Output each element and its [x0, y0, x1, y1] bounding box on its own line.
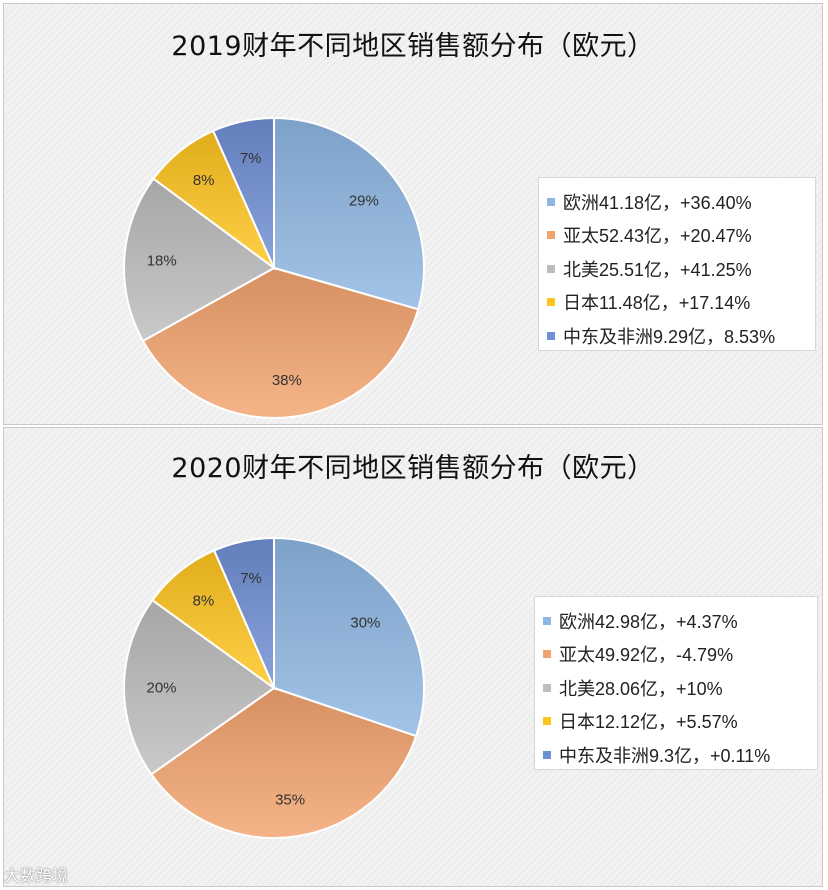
- chart-title: 2020财年不同地区销售额分布（欧元）: [171, 453, 655, 484]
- slice-percent-label: 20%: [146, 679, 176, 696]
- legend-item-europe: 欧洲42.98亿，+4.37%: [543, 604, 811, 638]
- chart-panel-2020: 2020财年不同地区销售额分布（欧元） 30% 35% 20% 8% 7% 欧洲42.9…: [3, 427, 823, 887]
- legend-item-europe: 欧洲41.18亿，+36.40%: [547, 185, 809, 219]
- pie-slice: [273, 116, 425, 311]
- legend-swatch: [543, 616, 551, 625]
- legend-label: 中东及非洲9.29亿，8.53%: [563, 326, 776, 347]
- legend-label: 中东及非洲9.3亿，+0.11%: [559, 745, 771, 766]
- pie-slice: [212, 536, 275, 689]
- legend-label: 欧洲41.18亿，+36.40%: [563, 192, 752, 213]
- legend-label: 亚太49.92亿，-4.79%: [559, 645, 734, 666]
- watermark-logo: 大数跨境: [4, 866, 69, 885]
- pie-slice: [141, 266, 420, 419]
- slice-percent-label: 8%: [193, 592, 215, 609]
- slice-percent-label: 29%: [349, 192, 379, 209]
- chart-title: 2019财年不同地区销售额分布（欧元）: [171, 31, 655, 62]
- slice-percent-label: 30%: [350, 614, 380, 631]
- slice-percent-label: 8%: [193, 172, 215, 189]
- legend-label: 欧洲42.98亿，+4.37%: [559, 611, 738, 632]
- pie-slice: [211, 116, 275, 269]
- legend-swatch: [547, 331, 555, 340]
- pie-chart: 30% 35% 20% 8% 7%: [123, 536, 425, 839]
- slice-percent-label: 18%: [147, 253, 177, 270]
- legend-label: 日本11.48亿，+17.14%: [563, 293, 751, 314]
- legend-label: 亚太52.43亿，+20.47%: [563, 226, 752, 247]
- slice-percent-label: 7%: [240, 570, 262, 587]
- chart-legend: 欧洲42.98亿，+4.37% 亚太49.92亿，-4.79% 北美28.06亿…: [534, 596, 818, 770]
- pie-slice: [123, 177, 276, 343]
- legend-swatch: [547, 264, 555, 273]
- slice-percent-label: 35%: [275, 791, 305, 808]
- legend-item-asia-pacific: 亚太49.92亿，-4.79%: [543, 638, 811, 672]
- legend-item-japan: 日本11.48亿，+17.14%: [547, 286, 809, 320]
- legend-swatch: [547, 197, 555, 206]
- chart-legend: 欧洲41.18亿，+36.40% 亚太52.43亿，+20.47% 北美25.5…: [538, 177, 816, 351]
- legend-item-middle-east-africa: 中东及非洲9.3亿，+0.11%: [543, 738, 811, 772]
- legend-swatch: [543, 717, 551, 726]
- legend-swatch: [547, 298, 555, 307]
- legend-item-japan: 日本12.12亿，+5.57%: [543, 705, 811, 739]
- legend-item-north-america: 北美25.51亿，+41.25%: [547, 252, 809, 286]
- pie-slice: [123, 598, 276, 776]
- legend-swatch: [543, 650, 551, 659]
- legend-item-north-america: 北美28.06亿，+10%: [543, 671, 811, 705]
- legend-swatch: [547, 231, 555, 240]
- legend-item-middle-east-africa: 中东及非洲9.29亿，8.53%: [547, 319, 809, 353]
- legend-label: 日本12.12亿，+5.57%: [559, 712, 738, 733]
- chart-panel-2019: 2019财年不同地区销售额分布（欧元） 29% 38% 18% 8% 7% 欧洲41.1…: [3, 3, 823, 425]
- legend-label: 北美28.06亿，+10%: [559, 678, 723, 699]
- legend-label: 北美25.51亿，+41.25%: [563, 259, 752, 280]
- slice-percent-label: 7%: [240, 150, 262, 167]
- slice-percent-label: 38%: [272, 372, 302, 389]
- legend-swatch: [543, 750, 551, 759]
- pie-slice: [273, 536, 425, 738]
- legend-swatch: [543, 683, 551, 692]
- pie-slice: [149, 686, 418, 839]
- legend-item-asia-pacific: 亚太52.43亿，+20.47%: [547, 219, 809, 253]
- pie-chart: 29% 38% 18% 8% 7%: [123, 116, 425, 419]
